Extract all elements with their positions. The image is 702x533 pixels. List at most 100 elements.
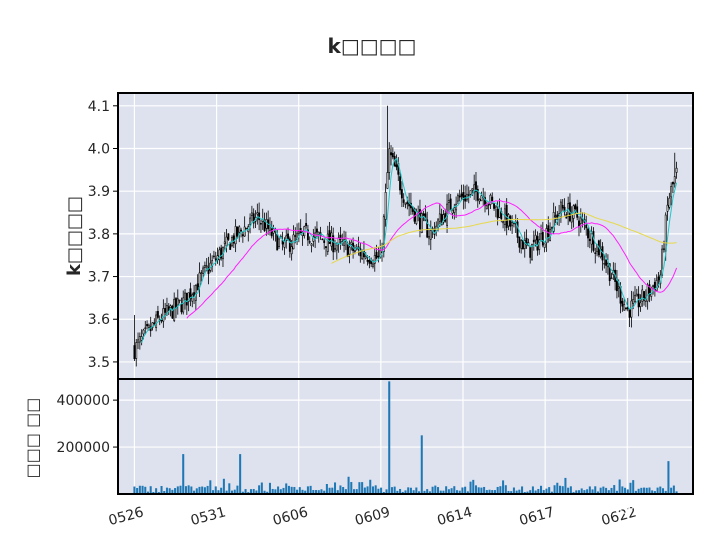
volume-bar <box>613 485 616 494</box>
candle-body <box>587 228 589 239</box>
volume-bar <box>569 486 572 494</box>
candle-body <box>419 209 421 230</box>
volume-bar <box>477 487 480 494</box>
candle-body <box>202 267 205 274</box>
candle-body <box>592 231 595 251</box>
volume-bar <box>418 491 421 494</box>
candle-body <box>646 285 649 302</box>
candle-body <box>384 191 387 220</box>
candle-body <box>554 215 557 217</box>
volume-bar <box>407 487 410 494</box>
candle-body <box>415 211 418 224</box>
candle-body <box>460 193 463 197</box>
candle-body <box>471 188 474 191</box>
ma-mid-line <box>186 199 678 319</box>
candle-body <box>252 213 255 224</box>
candle-body <box>297 231 300 235</box>
candle-body <box>223 241 226 244</box>
volume-bar <box>296 489 299 494</box>
volume-bar <box>165 487 168 494</box>
volume-bar <box>298 487 301 494</box>
candle-body <box>662 248 665 250</box>
volume-bar <box>195 488 198 494</box>
candle-body <box>334 248 336 250</box>
volume-bar <box>317 490 320 494</box>
candle-body <box>323 240 326 243</box>
volume-bar <box>293 487 296 494</box>
volume-bar <box>374 485 377 494</box>
volume-bar <box>328 487 331 494</box>
volume-bar <box>184 486 187 494</box>
candle-body <box>632 299 635 304</box>
volume-bar <box>144 486 147 494</box>
candle-body <box>240 229 242 232</box>
price-tick-label: 3.6 <box>88 312 110 328</box>
volume-grid <box>118 379 693 494</box>
volume-bar <box>201 486 204 494</box>
volume-bar <box>209 480 212 494</box>
volume-bar <box>385 489 388 494</box>
volume-bar <box>542 490 545 494</box>
candle-body <box>368 260 371 264</box>
candle-body <box>480 195 483 202</box>
volume-bar <box>355 489 358 494</box>
volume-bar <box>301 489 304 494</box>
volume-bar <box>567 487 570 494</box>
volume-bar <box>605 487 608 494</box>
candle-body <box>617 286 620 289</box>
candle-body <box>420 213 423 234</box>
candle-body <box>375 251 378 259</box>
candle-body <box>547 225 550 239</box>
volume-bar <box>133 486 136 494</box>
volume-bar <box>244 489 247 494</box>
volume-bar <box>171 489 174 494</box>
candle-body <box>610 277 613 280</box>
x-ticks: 0526 0531 0606 0609 0614 0617 0622 <box>107 504 638 529</box>
volume-bar <box>225 490 228 494</box>
volume-bar <box>591 489 594 494</box>
volume-bar <box>426 489 429 494</box>
candle-body <box>491 196 494 201</box>
candle-body <box>570 214 573 223</box>
candle-body <box>169 305 172 308</box>
candle-body <box>391 153 394 158</box>
volume-bar <box>583 490 586 494</box>
volume-bar <box>344 489 347 494</box>
volume-bar <box>491 490 494 494</box>
volume-bar <box>369 479 372 494</box>
candle-body <box>283 240 286 248</box>
candle-body <box>203 265 206 268</box>
chart-title: k□□□□ <box>328 34 417 58</box>
volume-bar <box>380 487 383 494</box>
volume-bar <box>474 485 477 494</box>
candle-body <box>339 234 342 240</box>
moving-average-lines <box>141 157 678 343</box>
candle-body <box>184 292 186 301</box>
price-grid <box>118 93 693 379</box>
candle-body <box>451 209 454 214</box>
x-tick-label: 0617 <box>518 504 557 529</box>
candle-body <box>164 308 167 313</box>
volume-bar <box>515 490 518 494</box>
candle-body <box>326 233 329 252</box>
candle-body <box>156 311 159 318</box>
candle-body <box>372 263 374 267</box>
candle-body <box>574 204 577 210</box>
volume-bar <box>610 487 613 494</box>
volume-bar <box>586 489 589 494</box>
volume-bar <box>526 491 529 494</box>
candle-body <box>594 252 597 254</box>
price-panel-background <box>118 93 693 379</box>
candle-body <box>522 240 524 250</box>
candle-body <box>194 285 197 301</box>
volume-bar <box>334 482 337 494</box>
volume-bar <box>160 486 163 494</box>
volume-bar <box>431 486 434 494</box>
candle-body <box>428 236 430 239</box>
candle-body <box>552 212 555 232</box>
candle-body <box>310 243 313 246</box>
volume-bar <box>309 485 312 494</box>
volume-bar <box>556 482 559 494</box>
volume-panel-background <box>118 379 693 494</box>
candle-body <box>520 240 523 249</box>
